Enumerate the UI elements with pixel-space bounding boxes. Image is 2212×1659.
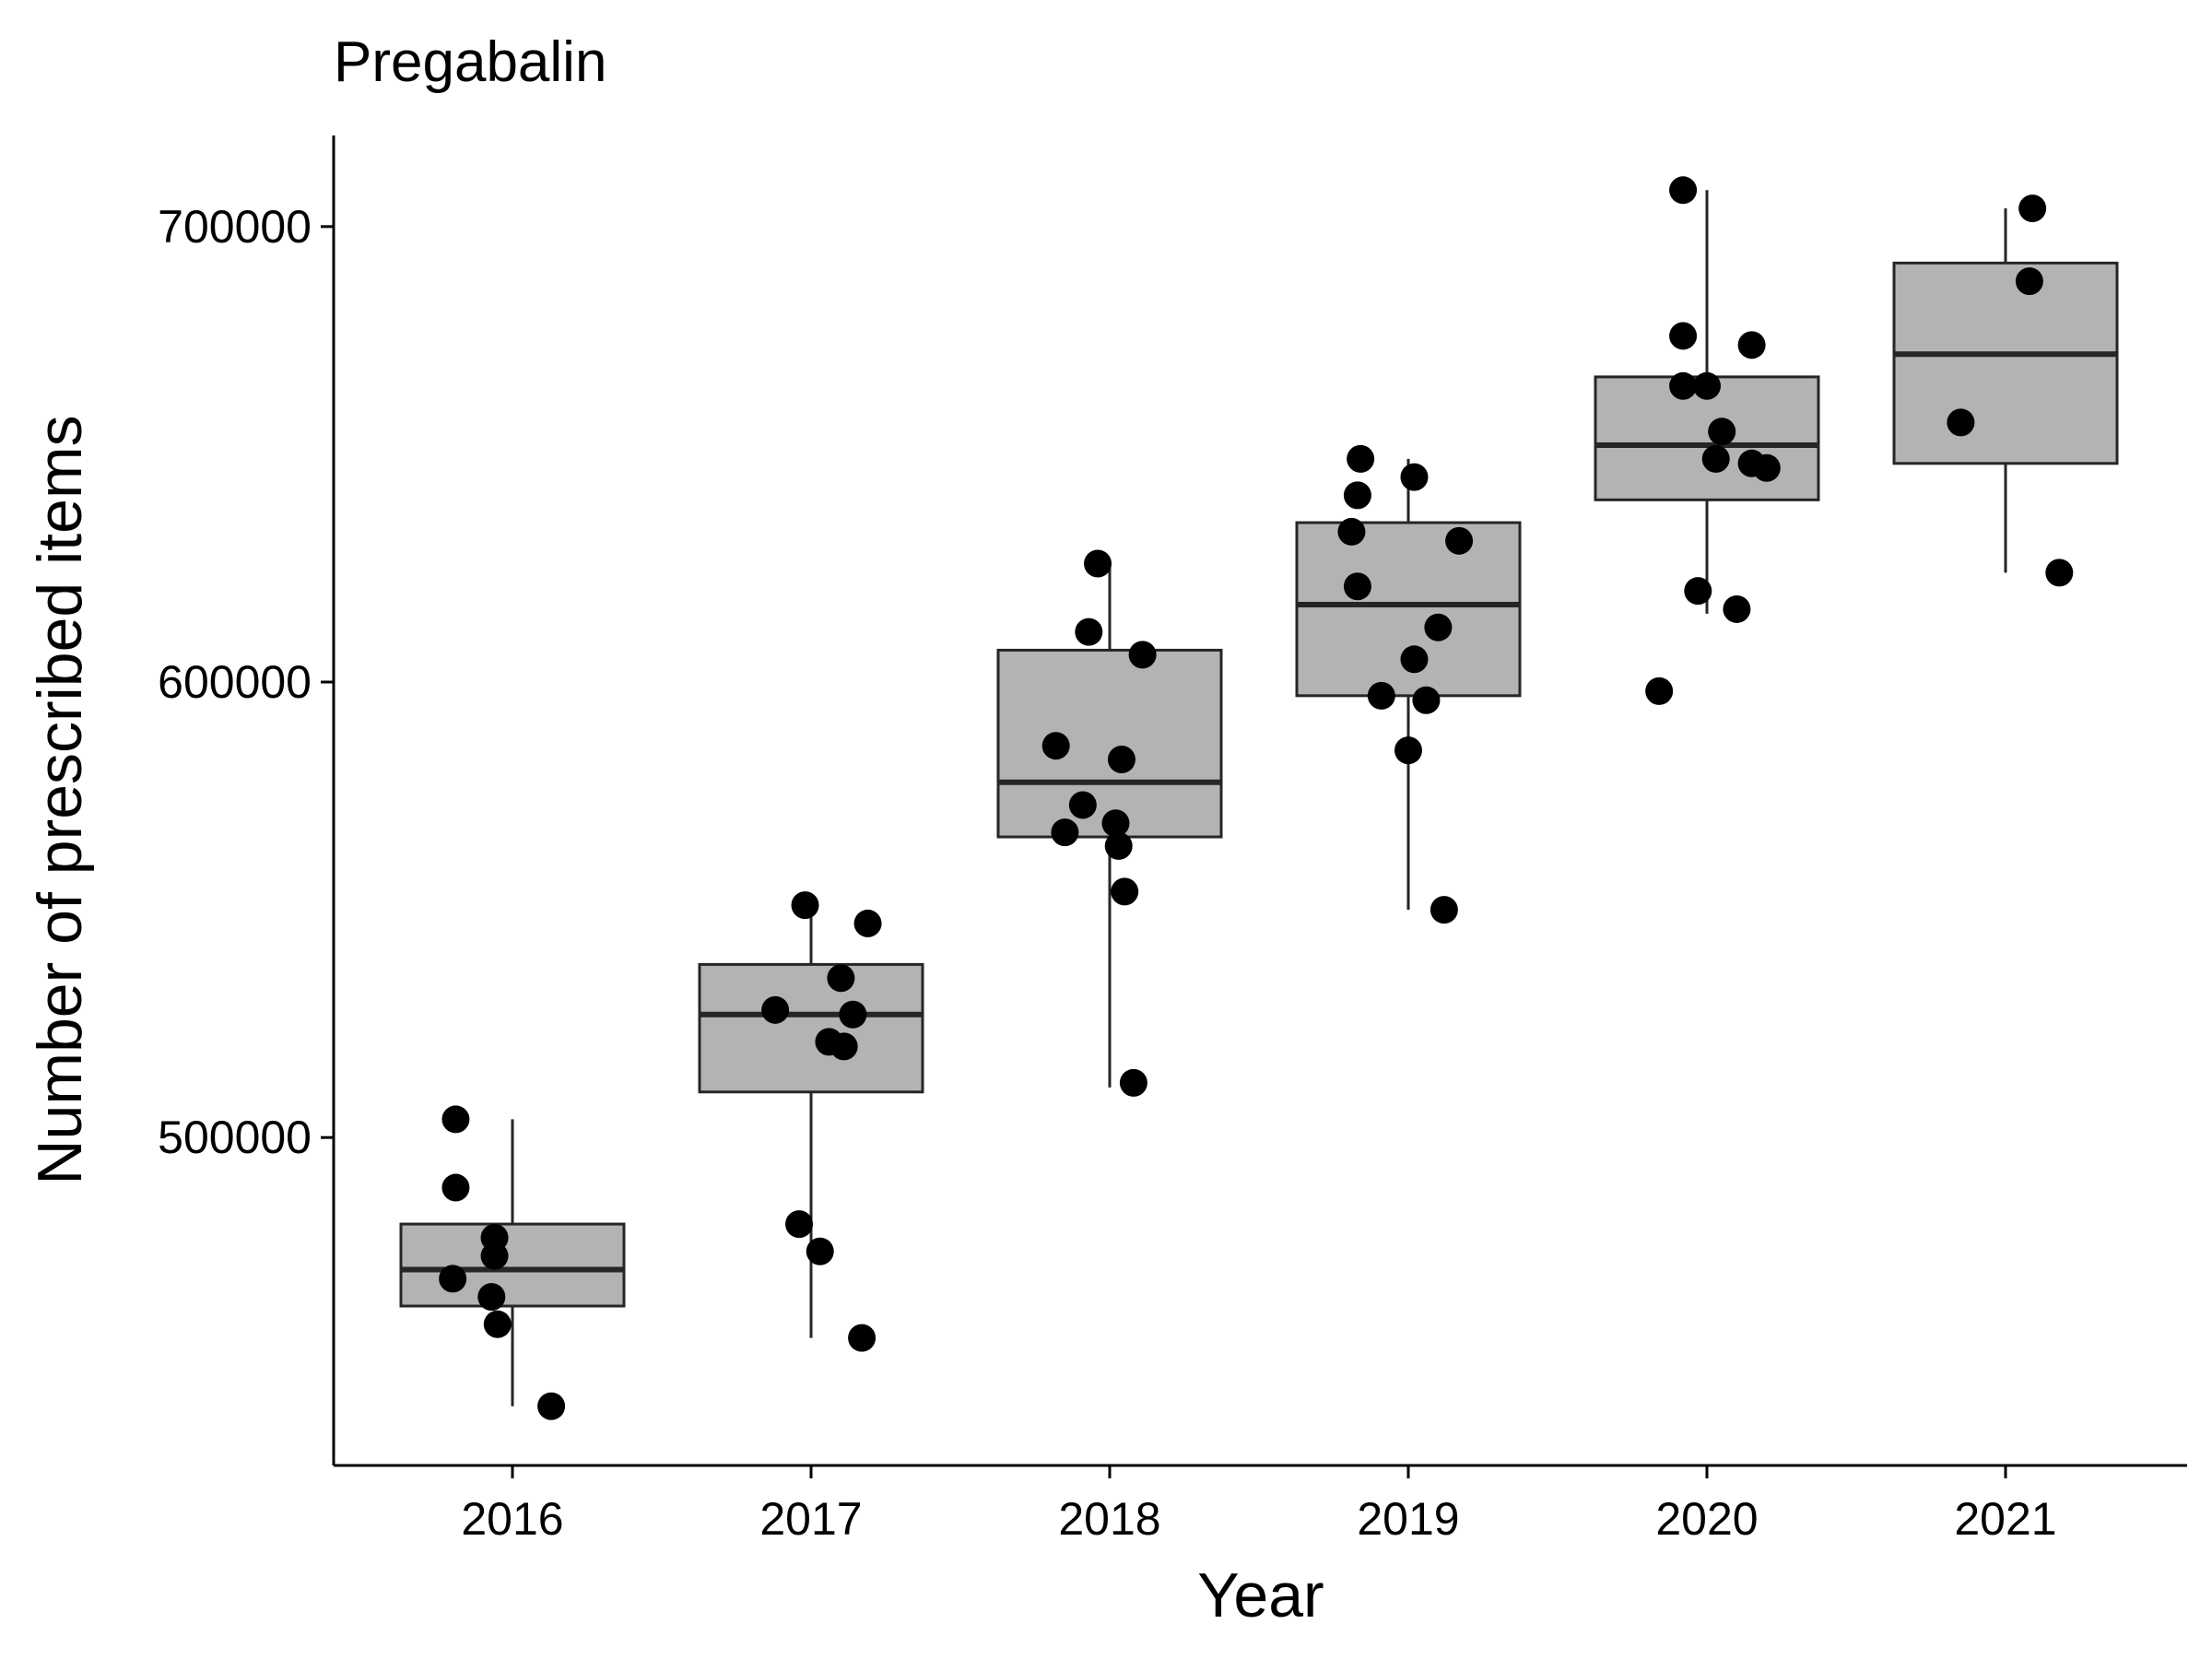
x-tick-label: 2016 <box>461 1493 563 1545</box>
x-tick-label: 2017 <box>759 1493 862 1545</box>
data-point <box>839 1000 867 1029</box>
data-point <box>1445 526 1474 555</box>
data-point <box>853 909 882 937</box>
box-2016 <box>399 1119 626 1406</box>
y-axis-ticks: 500000 600000 700000 <box>158 201 334 1163</box>
box-body-2018 <box>996 648 1223 839</box>
data-point <box>2045 559 2074 587</box>
data-point <box>483 1310 512 1338</box>
y-tick-label: 600000 <box>158 656 312 708</box>
data-point <box>1068 791 1097 819</box>
data-point <box>1051 818 1079 847</box>
data-point <box>1101 809 1130 838</box>
data-point <box>1947 408 1975 437</box>
x-tick-label: 2020 <box>1655 1493 1758 1545</box>
data-point <box>1367 681 1395 710</box>
data-point <box>1752 453 1781 482</box>
x-axis-ticks: 2016 2017 2018 2019 2020 2021 <box>461 1465 2057 1545</box>
box-2017 <box>698 905 924 1338</box>
data-point <box>1075 618 1103 646</box>
data-point <box>480 1241 509 1270</box>
chart-title: Pregabalin <box>334 30 606 94</box>
data-point <box>1669 371 1698 400</box>
data-point <box>1347 444 1375 473</box>
data-point <box>1104 831 1133 860</box>
data-point <box>1041 732 1070 760</box>
data-point <box>1693 371 1721 400</box>
data-point <box>477 1283 506 1312</box>
data-point <box>806 1237 834 1265</box>
box-2019 <box>1295 458 1522 911</box>
data-point <box>791 891 819 920</box>
y-tick-label: 500000 <box>158 1112 312 1163</box>
data-point <box>830 1032 858 1061</box>
box-body-2021 <box>1892 261 2119 465</box>
data-point <box>1400 463 1429 491</box>
data-point <box>1111 877 1139 906</box>
x-tick-label: 2018 <box>1058 1493 1160 1545</box>
data-point <box>439 1265 467 1293</box>
data-point <box>1708 418 1736 446</box>
data-point <box>1701 444 1730 473</box>
data-point <box>1737 331 1766 359</box>
box-body-2016 <box>399 1222 626 1308</box>
plot-area <box>399 190 2119 1406</box>
data-point <box>1412 686 1441 714</box>
data-point <box>1400 645 1429 674</box>
data-point <box>1128 641 1157 669</box>
data-point <box>1119 1068 1147 1097</box>
x-axis-title: Year <box>1197 1560 1324 1630</box>
data-point <box>1337 517 1366 546</box>
data-point <box>1669 322 1698 350</box>
data-point <box>827 964 855 993</box>
data-points <box>439 176 2074 1420</box>
data-point <box>537 1392 566 1420</box>
data-point <box>785 1210 814 1239</box>
data-point <box>848 1324 877 1352</box>
box-body-2017 <box>698 962 924 1094</box>
data-point <box>1343 572 1371 601</box>
data-point <box>1430 896 1458 924</box>
data-point <box>1394 736 1422 765</box>
data-point <box>441 1105 470 1134</box>
data-point <box>2015 267 2043 296</box>
y-axis-title: Number of prescribed items <box>25 415 95 1184</box>
data-point <box>1424 613 1453 641</box>
data-point <box>1723 594 1751 623</box>
data-point <box>1084 549 1112 578</box>
box-2021 <box>1892 208 2119 573</box>
data-point <box>441 1173 470 1202</box>
data-point <box>1684 577 1712 606</box>
data-point <box>1669 176 1698 205</box>
x-tick-label: 2019 <box>1357 1493 1459 1545</box>
data-point <box>761 995 790 1024</box>
data-point <box>1107 746 1135 774</box>
box-2020 <box>1594 190 1820 614</box>
y-tick-label: 700000 <box>158 201 312 253</box>
data-point <box>2018 194 2047 223</box>
x-tick-label: 2021 <box>1954 1493 2056 1545</box>
data-point <box>1343 481 1371 510</box>
data-point <box>1645 677 1674 705</box>
box-2018 <box>996 563 1223 1088</box>
